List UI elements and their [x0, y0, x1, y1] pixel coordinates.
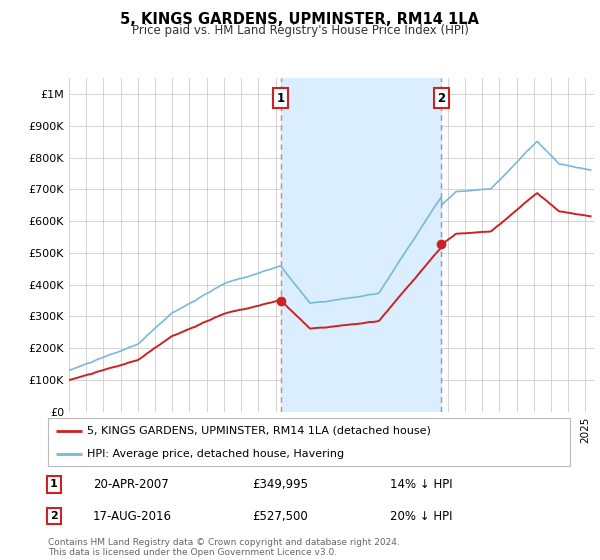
Text: HPI: Average price, detached house, Havering: HPI: Average price, detached house, Have… — [87, 449, 344, 459]
Text: Price paid vs. HM Land Registry's House Price Index (HPI): Price paid vs. HM Land Registry's House … — [131, 24, 469, 37]
Text: 1: 1 — [50, 479, 58, 489]
Text: 1: 1 — [277, 92, 285, 105]
Bar — [281, 78, 442, 412]
Text: 14% ↓ HPI: 14% ↓ HPI — [390, 478, 452, 491]
Text: £527,500: £527,500 — [252, 510, 308, 523]
Text: 17-AUG-2016: 17-AUG-2016 — [93, 510, 172, 523]
Text: 20-APR-2007: 20-APR-2007 — [93, 478, 169, 491]
Text: 2: 2 — [437, 92, 445, 105]
Text: 20% ↓ HPI: 20% ↓ HPI — [390, 510, 452, 523]
Text: 5, KINGS GARDENS, UPMINSTER, RM14 1LA (detached house): 5, KINGS GARDENS, UPMINSTER, RM14 1LA (d… — [87, 426, 431, 436]
Text: 5, KINGS GARDENS, UPMINSTER, RM14 1LA: 5, KINGS GARDENS, UPMINSTER, RM14 1LA — [121, 12, 479, 27]
Text: 2: 2 — [50, 511, 58, 521]
Text: £349,995: £349,995 — [252, 478, 308, 491]
Text: Contains HM Land Registry data © Crown copyright and database right 2024.
This d: Contains HM Land Registry data © Crown c… — [48, 538, 400, 557]
